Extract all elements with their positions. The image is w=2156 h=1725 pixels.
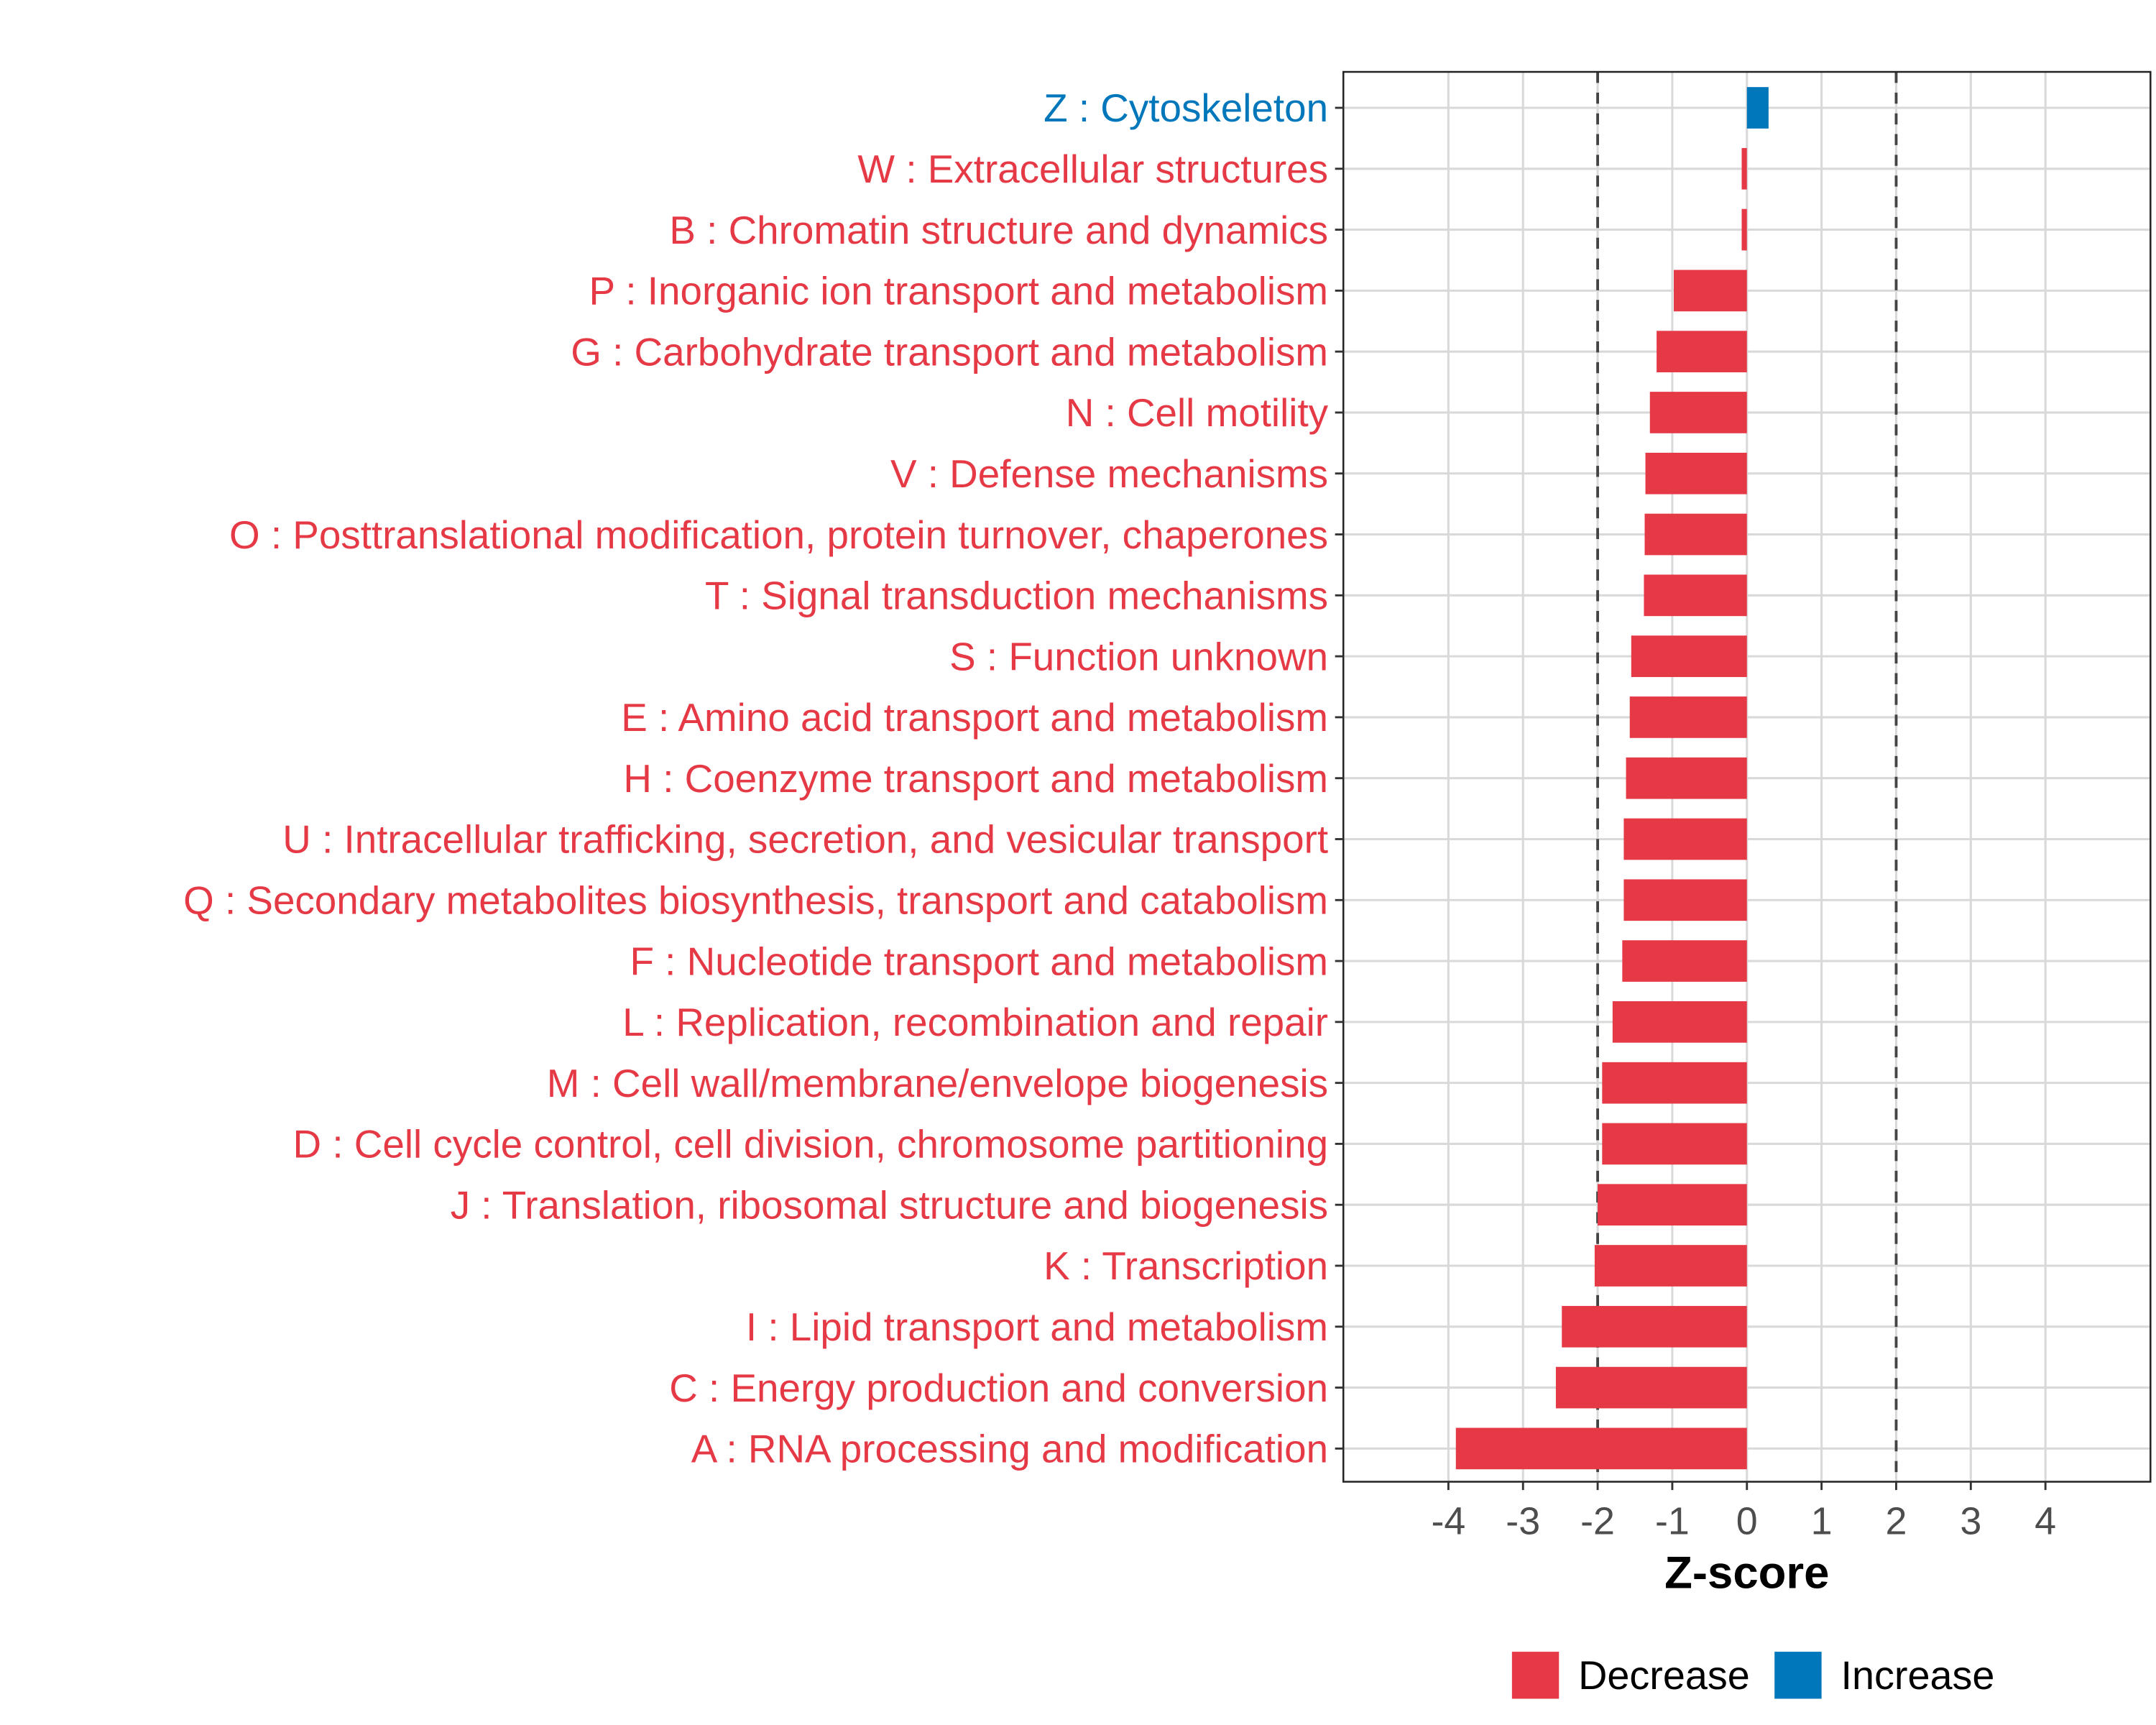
bar	[1612, 1001, 1747, 1043]
category-label: Q : Secondary metabolites biosynthesis, …	[183, 878, 1328, 923]
legend-swatch-decrease	[1511, 1652, 1560, 1699]
bar	[1746, 87, 1769, 129]
legend-label: Decrease	[1578, 1653, 1750, 1698]
x-axis-title: Z-score	[1664, 1548, 1829, 1598]
legend-label: Increase	[1841, 1653, 1995, 1698]
bar	[1622, 940, 1747, 982]
bar	[1657, 331, 1747, 373]
legend: Decrease Increase	[1511, 1652, 1995, 1699]
x-tick-label: 2	[1885, 1500, 1907, 1543]
bar	[1602, 1062, 1747, 1104]
category-label: U : Intracellular trafficking, secretion…	[282, 817, 1328, 862]
category-label: E : Amino acid transport and metabolism	[621, 695, 1328, 740]
category-labels: Z : Cytoskeleton W : Extracellular struct…	[183, 86, 1344, 1471]
bar	[1562, 1305, 1747, 1348]
bar	[1594, 1245, 1747, 1287]
category-label: J : Translation, ribosomal structure and…	[451, 1182, 1328, 1227]
category-label: I : Lipid transport and metabolism	[746, 1305, 1328, 1349]
reference-lines	[1596, 72, 1898, 1482]
category-label: F : Nucleotide transport and metabolism	[630, 939, 1328, 983]
bar	[1631, 635, 1747, 677]
category-label: S : Function unknown	[949, 634, 1328, 678]
category-label: N : Cell motility	[1066, 390, 1329, 435]
bar	[1644, 513, 1747, 556]
bar	[1645, 452, 1747, 494]
category-label: D : Cell cycle control, cell division, c…	[293, 1122, 1329, 1167]
bar	[1623, 818, 1747, 860]
x-tick-label: -2	[1580, 1500, 1615, 1543]
category-label: B : Chromatin structure and dynamics	[669, 208, 1328, 252]
bar	[1629, 696, 1747, 738]
bars	[1455, 87, 1769, 1470]
x-tick-label: -1	[1655, 1500, 1690, 1543]
x-axis-ticks: -4 -3 -2 -1 0 1 2 3 4	[1431, 1481, 2056, 1543]
category-label: K : Transcription	[1044, 1243, 1328, 1288]
category-label: M : Cell wall/membrane/envelope biogenes…	[547, 1061, 1328, 1105]
category-label: W : Extracellular structures	[857, 147, 1328, 191]
bar	[1623, 879, 1747, 921]
category-label: T : Signal transduction mechanisms	[705, 574, 1328, 618]
category-label: P : Inorganic ion transport and metaboli…	[589, 269, 1329, 313]
legend-swatch-increase	[1774, 1652, 1822, 1699]
x-tick-label: 1	[1811, 1500, 1833, 1543]
bar	[1741, 147, 1747, 190]
x-tick-label: 3	[1960, 1500, 1981, 1543]
category-label: V : Defense mechanisms	[890, 451, 1328, 496]
category-label: C : Energy production and conversion	[669, 1366, 1328, 1410]
x-tick-label: -4	[1431, 1500, 1465, 1543]
x-tick-label: 4	[2035, 1500, 2056, 1543]
bar	[1555, 1366, 1747, 1409]
bar	[1598, 1184, 1747, 1226]
category-label: H : Coenzyme transport and metabolism	[623, 756, 1328, 801]
bar	[1455, 1427, 1747, 1470]
bar	[1644, 574, 1747, 617]
bar	[1602, 1123, 1747, 1165]
category-label: Z : Cytoskeleton	[1044, 86, 1328, 130]
category-label: A : RNA processing and modification	[691, 1427, 1328, 1471]
x-tick-label: 0	[1736, 1500, 1758, 1543]
category-label: G : Carbohydrate transport and metabolis…	[571, 329, 1328, 374]
category-label: O : Posttranslational modification, prot…	[229, 512, 1328, 557]
bar	[1741, 208, 1747, 251]
x-tick-label: -3	[1506, 1500, 1540, 1543]
category-label: L : Replication, recombination and repai…	[622, 1000, 1328, 1044]
bar	[1626, 757, 1747, 799]
bar	[1674, 270, 1747, 312]
bar	[1649, 392, 1747, 433]
